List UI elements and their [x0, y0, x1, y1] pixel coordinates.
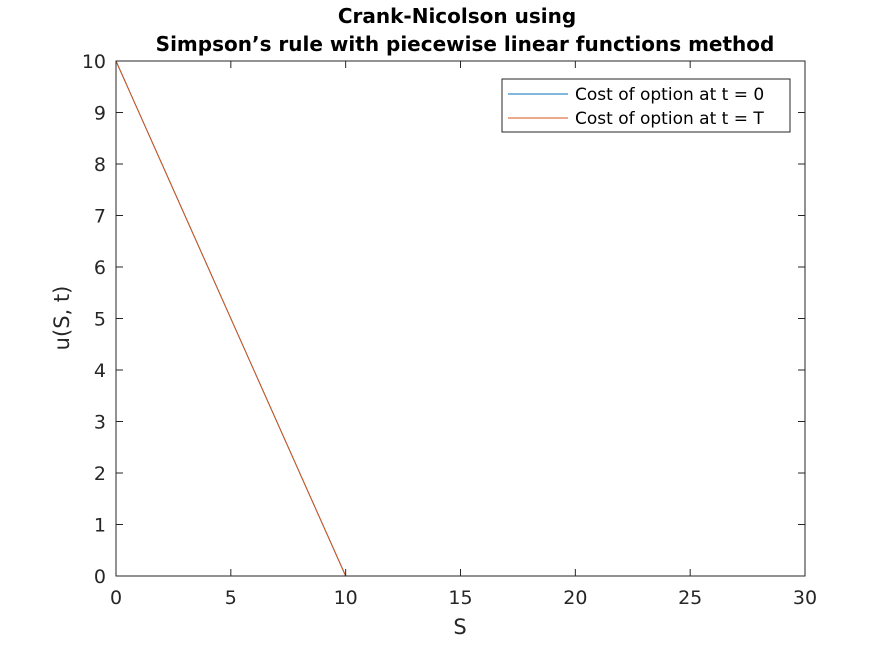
- x-axis: 0 5 10 15 20 25 30: [110, 61, 817, 609]
- y-tick-label: 6: [94, 257, 106, 279]
- y-tick-label: 2: [94, 463, 106, 485]
- y-axis: 0 1 2 3 4 5 6 7 8 9 10: [82, 51, 805, 588]
- y-tick-label: 3: [94, 412, 106, 434]
- y-tick-label: 9: [94, 103, 106, 125]
- legend-box: [501, 78, 791, 133]
- plot-area: [116, 61, 805, 576]
- chart-title: Crank-Nicolson using Simpson’s rule with…: [156, 4, 775, 56]
- x-tick-label: 20: [563, 587, 587, 609]
- legend: Cost of option at t = 0 Cost of option a…: [501, 78, 791, 133]
- x-tick-label: 25: [678, 587, 702, 609]
- x-tick-label: 0: [110, 587, 122, 609]
- x-tick-label: 30: [793, 587, 817, 609]
- x-tick-label: 10: [334, 587, 358, 609]
- y-axis-label: u(S, t): [50, 286, 74, 351]
- y-tick-label: 8: [94, 154, 106, 176]
- y-tick-label: 4: [94, 360, 106, 382]
- y-tick-label: 5: [94, 309, 106, 331]
- x-axis-label: S: [453, 615, 466, 639]
- x-tick-label: 5: [225, 587, 237, 609]
- x-tick-label: 15: [448, 587, 472, 609]
- legend-label-tT: Cost of option at t = T: [575, 109, 764, 129]
- y-tick-label: 1: [94, 515, 106, 537]
- y-tick-label: 0: [94, 566, 106, 588]
- title-line-1: Crank-Nicolson using: [338, 4, 576, 28]
- legend-label-t0: Cost of option at t = 0: [575, 85, 764, 105]
- y-tick-label: 10: [82, 51, 106, 73]
- y-tick-label: 7: [94, 206, 106, 228]
- title-line-2: Simpson’s rule with piecewise linear fun…: [156, 32, 775, 56]
